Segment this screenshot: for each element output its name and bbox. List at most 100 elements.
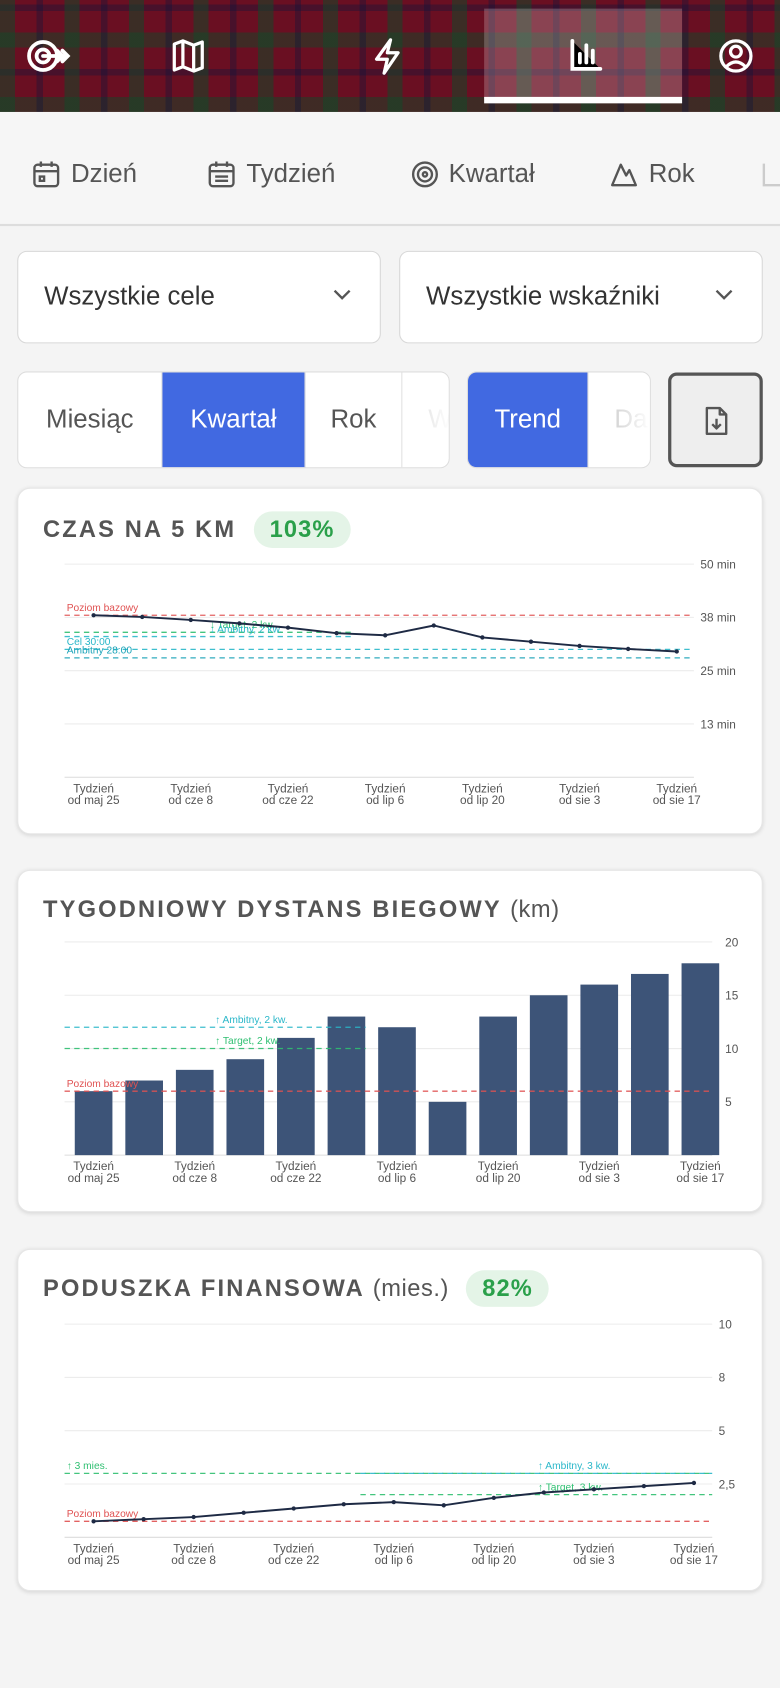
active-nav-underline (484, 96, 683, 104)
point (391, 1499, 396, 1505)
metric-filter[interactable]: Wszystkie wskaźniki (399, 250, 763, 344)
bar (681, 963, 720, 1156)
period-tab[interactable]: Rok (648, 159, 695, 189)
y-tick-label: 13 min (700, 717, 736, 731)
nav-profile[interactable] (704, 24, 769, 89)
point (241, 1510, 246, 1515)
bar (580, 984, 619, 1156)
x-tick-label: Tydzień od cze 22 (262, 782, 314, 808)
point (541, 1490, 546, 1495)
progress-badge: 82% (466, 1270, 549, 1307)
point (674, 649, 679, 654)
x-tick-label: Tydzień od lip 20 (459, 782, 505, 808)
point (528, 639, 534, 644)
dropdown-value: Wszystkie cele (44, 282, 215, 312)
period-tab-bar (0, 111, 780, 227)
point (577, 643, 582, 649)
period-tab[interactable]: Dzień (71, 159, 138, 189)
x-tick-label: Tydzień od cze 8 (172, 1160, 218, 1186)
period-tab[interactable]: Tydzień (246, 159, 336, 189)
nav-map[interactable] (156, 24, 221, 89)
point (140, 614, 145, 620)
point (291, 1506, 296, 1511)
view-option-active[interactable]: Trend (467, 372, 589, 468)
reference-label: Poziom bazowy (67, 603, 139, 614)
nav-activity[interactable] (355, 24, 420, 89)
x-tick-label: Tydzień od maj 25 (67, 1542, 120, 1568)
y-tick-label: 38 min (700, 611, 736, 625)
bar (74, 1091, 113, 1156)
range-option[interactable]: Miesiąc (18, 372, 163, 468)
download-button[interactable] (668, 372, 763, 468)
bar (529, 995, 568, 1156)
point (91, 1519, 96, 1524)
x-tick-label: Tydzień od maj 25 (67, 782, 120, 808)
reference-label: ↑ Ambitny, 3 kw. (538, 1461, 610, 1472)
x-tick-label: Tydzień od sie 17 (652, 782, 701, 808)
bar (175, 1069, 214, 1156)
dropdown-value: Wszystkie wskaźniki (426, 282, 660, 312)
bar (428, 1101, 467, 1156)
chart-title: PODUSZKA FINANSOWA (mies.) 82% (43, 1270, 549, 1307)
y-tick-label: 50 min (700, 557, 736, 571)
top-nav (0, 0, 780, 112)
x-tick-label: Tydzień od cze 8 (168, 782, 214, 808)
point (285, 625, 291, 630)
point (188, 617, 193, 623)
point (641, 1483, 647, 1489)
chart-unit: (km) (510, 895, 560, 923)
tab-icon-cut (762, 163, 780, 187)
chart-title-text: PODUSZKA FINANSOWA (43, 1274, 365, 1302)
reference-label: ↑ 3 mies. (67, 1461, 108, 1472)
fade (394, 372, 449, 468)
bar (226, 1059, 265, 1156)
x-tick-label: Tydzień od cze 8 (171, 1542, 217, 1568)
x-tick-label: Tydzień od sie 3 (573, 1542, 615, 1568)
chart-card (17, 1248, 763, 1592)
chart-unit: (mies.) (372, 1274, 449, 1302)
y-tick-label: 15 (725, 989, 739, 1003)
tab-icon (208, 161, 235, 188)
range-option-active[interactable]: Kwartał (162, 372, 306, 468)
reference-label: ↓ Target, 2 kw. (210, 620, 275, 631)
chart-card (17, 487, 763, 835)
y-tick-label: 20 (725, 935, 739, 949)
x-tick-label: Tydzień od sie 3 (558, 782, 601, 808)
tab-icon (33, 161, 60, 188)
x-tick-label: Tydzień od sie 17 (676, 1160, 725, 1186)
nav-stats[interactable] (553, 24, 618, 89)
point (191, 1514, 196, 1520)
chart-title: TYGODNIOWY DYSTANS BIEGOWY (km) (43, 891, 560, 928)
point (691, 1480, 697, 1486)
point (480, 635, 485, 640)
fade (607, 372, 650, 468)
x-tick-label: Tydzień od lip 6 (364, 782, 406, 808)
point (334, 631, 339, 636)
reference-label: Ambitny 28:00 (67, 646, 133, 657)
view-selector: Trend Da (466, 371, 651, 469)
goal-filter[interactable]: Wszystkie cele (17, 250, 381, 344)
y-tick-label: 5 (725, 1095, 732, 1109)
x-tick-label: Tydzień od cze 22 (270, 1160, 322, 1186)
point (91, 613, 96, 618)
bar (277, 1037, 315, 1156)
chevron (715, 289, 733, 300)
download-icon (705, 406, 728, 436)
bar (479, 1016, 517, 1156)
point (626, 646, 631, 652)
x-tick-label: Tydzień od lip 20 (475, 1160, 521, 1186)
nav-goals[interactable] (13, 24, 78, 89)
point (431, 623, 436, 628)
progress-badge: 103% (253, 511, 351, 548)
point (491, 1495, 496, 1501)
reference-label: Cel 30:00 (67, 637, 111, 648)
x-tick-label: Tydzień od sie 17 (669, 1542, 718, 1568)
y-tick-label: 5 (719, 1424, 726, 1438)
x-tick-label: Tydzień od sie 3 (578, 1160, 620, 1186)
y-tick-label: 10 (725, 1042, 739, 1056)
period-tab[interactable]: Kwartał (448, 159, 535, 189)
reference-label: ↑ Target, 3 kw. (538, 1482, 603, 1493)
chart-title-text: CZAS NA 5 KM (43, 515, 237, 543)
